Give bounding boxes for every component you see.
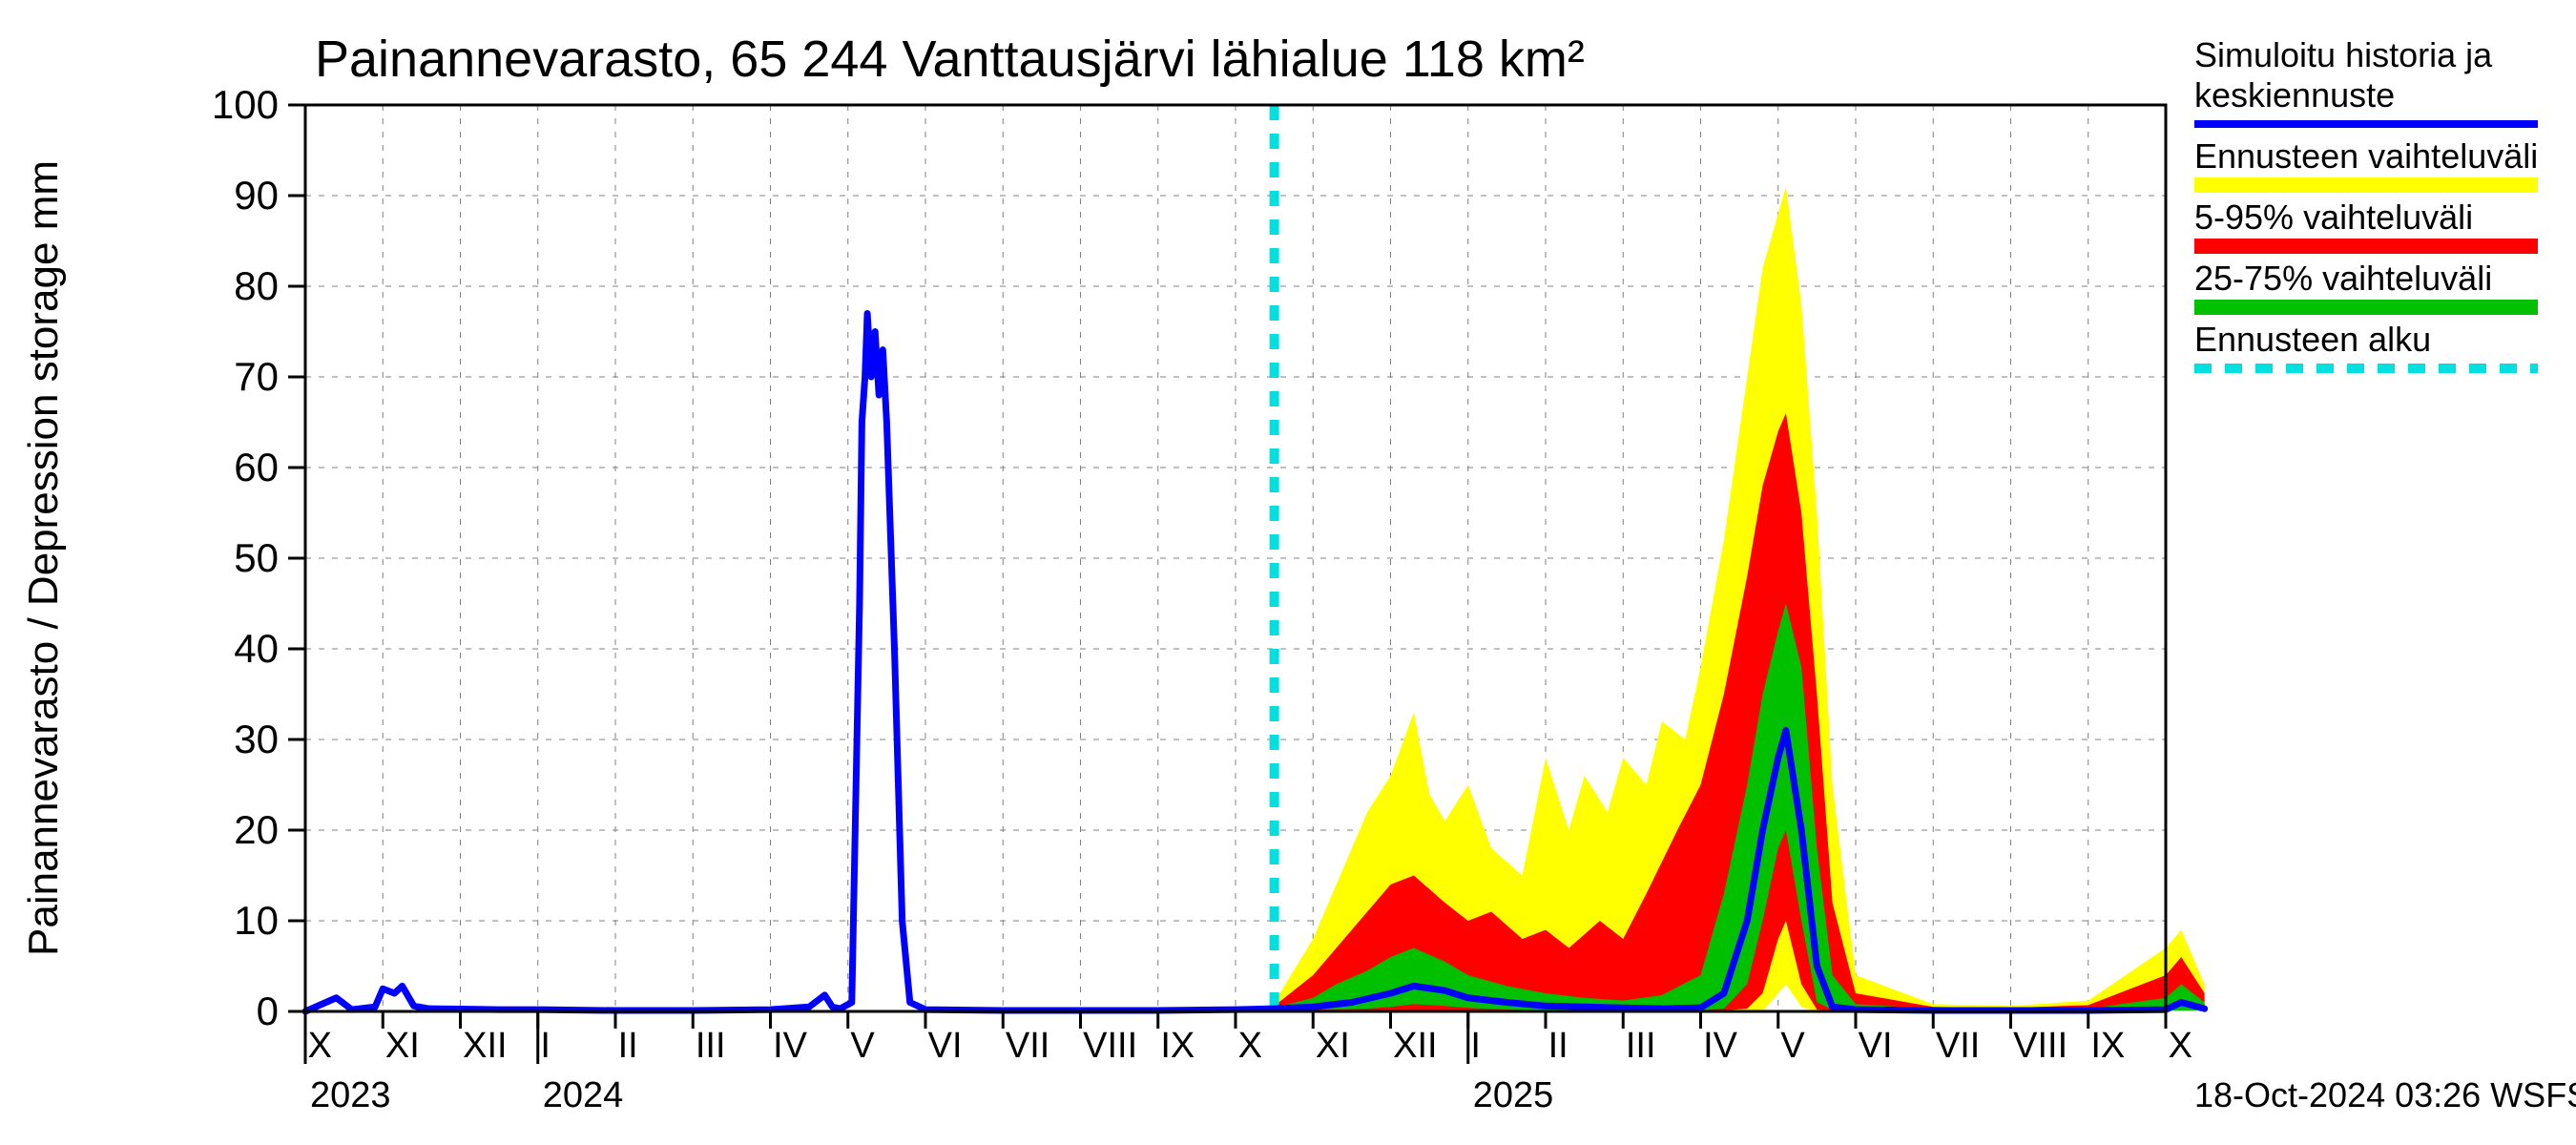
legend-label: 25-75% vaihteluväli	[2194, 259, 2492, 298]
x-tick-label: VII	[1936, 1026, 1980, 1066]
chart-container: 0102030405060708090100XXIXIIIIIIIIIVVVIV…	[0, 0, 2576, 1145]
y-tick-label: 90	[234, 173, 279, 218]
legend-label: keskiennuste	[2194, 75, 2395, 114]
y-tick-label: 100	[212, 82, 279, 127]
y-tick-label: 20	[234, 807, 279, 852]
x-tick-label: VIII	[1083, 1026, 1137, 1066]
x-tick-label: I	[540, 1026, 551, 1066]
x-tick-label: VI	[928, 1026, 963, 1066]
y-tick-label: 40	[234, 626, 279, 671]
y-tick-label: 30	[234, 717, 279, 761]
x-tick-label: IX	[1160, 1026, 1195, 1066]
x-tick-label: IV	[1703, 1026, 1738, 1066]
x-tick-label: III	[696, 1026, 726, 1066]
legend-label: Ennusteen alku	[2194, 320, 2431, 359]
y-tick-label: 80	[234, 263, 279, 308]
x-tick-label: X	[1238, 1026, 1262, 1066]
x-year-label: 2023	[310, 1075, 391, 1115]
legend-label: Ennusteen vaihteluväli	[2194, 136, 2538, 176]
x-tick-label: VIII	[2013, 1026, 2067, 1066]
x-tick-label: IV	[773, 1026, 808, 1066]
x-tick-label: XI	[385, 1026, 420, 1066]
chart-title: Painannevarasto, 65 244 Vanttausjärvi lä…	[315, 31, 1585, 88]
x-tick-label: X	[2169, 1026, 2192, 1066]
x-tick-label: VII	[1006, 1026, 1049, 1066]
y-tick-label: 70	[234, 354, 279, 399]
legend-label: Simuloitu historia ja	[2194, 35, 2493, 74]
y-tick-label: 60	[234, 445, 279, 489]
y-tick-label: 50	[234, 535, 279, 580]
x-year-label: 2025	[1473, 1075, 1554, 1115]
x-year-label: 2024	[543, 1075, 624, 1115]
x-tick-label: II	[618, 1026, 638, 1066]
x-tick-label: III	[1626, 1026, 1656, 1066]
y-tick-label: 10	[234, 898, 279, 943]
x-tick-label: V	[1780, 1026, 1805, 1066]
legend-label: 5-95% vaihteluväli	[2194, 198, 2473, 237]
x-tick-label: XII	[463, 1026, 507, 1066]
x-tick-label: II	[1548, 1026, 1568, 1066]
x-tick-label: VI	[1859, 1026, 1893, 1066]
x-tick-label: I	[1470, 1026, 1481, 1066]
x-tick-label: XI	[1316, 1026, 1350, 1066]
x-tick-label: X	[308, 1026, 332, 1066]
chart-svg: 0102030405060708090100XXIXIIIIIIIIIVVVIV…	[0, 0, 2576, 1145]
x-tick-label: XII	[1393, 1026, 1437, 1066]
x-tick-label: V	[850, 1026, 875, 1066]
y-tick-label: 0	[257, 989, 279, 1033]
y-axis-title: Painannevarasto / Depression storage mm	[20, 160, 67, 956]
x-tick-label: IX	[2090, 1026, 2125, 1066]
footer-timestamp: 18-Oct-2024 03:26 WSFS-O	[2194, 1075, 2576, 1114]
